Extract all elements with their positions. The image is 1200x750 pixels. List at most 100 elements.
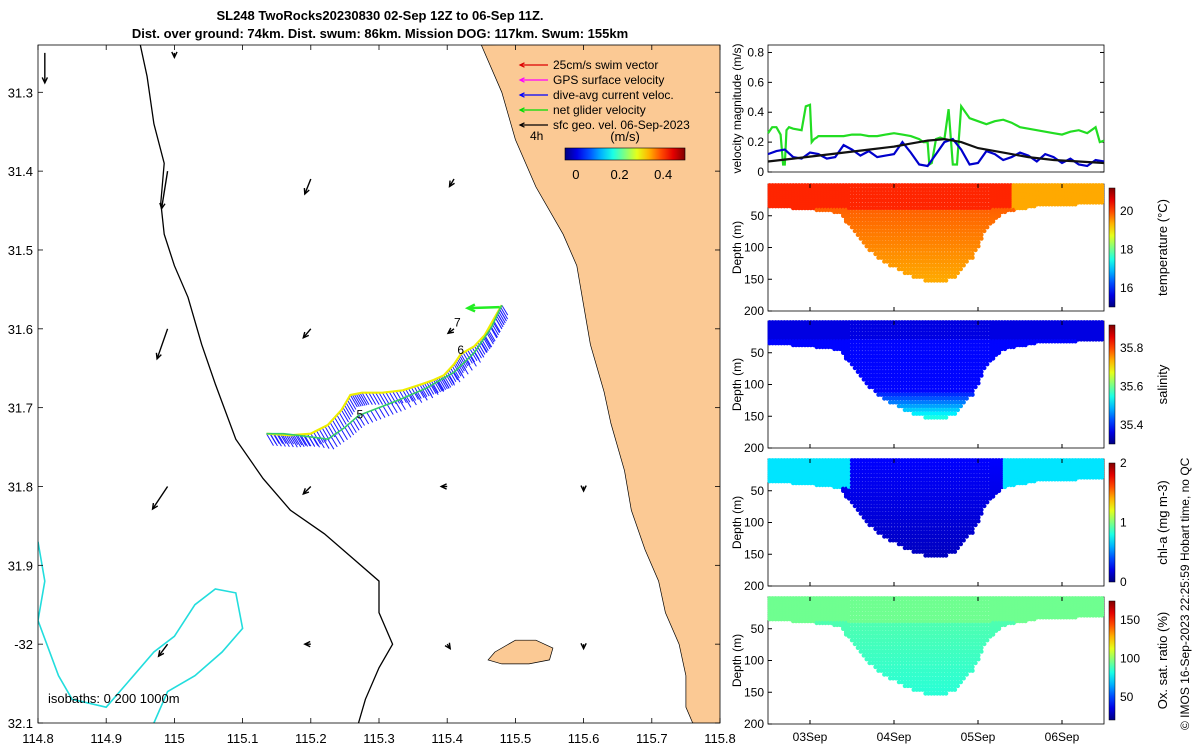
colorbar-tick-label: 0 (572, 167, 579, 182)
dive-current-vector (337, 431, 345, 443)
dive-current-vector (415, 392, 423, 403)
dive-current-vector (303, 435, 311, 447)
dive-current-vector (428, 381, 437, 394)
dive-current-vector (341, 409, 349, 423)
profile-dot (952, 411, 958, 416)
map-x-tick-label: 115.1 (227, 731, 259, 746)
dive-current-vector (462, 352, 471, 365)
profile-dot (976, 377, 981, 382)
profile-dot (976, 244, 981, 249)
dive-current-vector (296, 434, 305, 447)
geo-vector-11-head (580, 485, 587, 493)
day-label-7: 7 (454, 315, 461, 329)
geo-vector-8-head (151, 502, 159, 511)
dive-current-vector (442, 378, 450, 389)
dive-current-vector (374, 408, 382, 420)
profile-colorbar-tick-label: 35.4 (1120, 418, 1144, 432)
legend-time-label: 4h (530, 129, 543, 143)
depth-tick-label: 200 (744, 441, 764, 455)
dive-current-vector (495, 314, 504, 328)
dive-current-vector (349, 422, 357, 433)
profile-dot (990, 219, 996, 224)
dive-current-vector (459, 355, 468, 369)
geo-vector-2-head (159, 202, 166, 211)
dive-current-vector (433, 379, 441, 393)
dive-current-vector (477, 347, 485, 358)
dive-current-vector (465, 360, 473, 371)
day-label-5: 5 (356, 408, 363, 422)
profile-dot (979, 236, 984, 241)
dive-current-vector (386, 404, 394, 415)
geo-vector-2 (160, 171, 169, 209)
dive-current-vector (358, 415, 365, 426)
profile-colorbar-tick-label: 35.6 (1120, 379, 1144, 393)
dive-current-vector (378, 407, 386, 418)
velocity-y-tick-label: 0.8 (747, 45, 764, 59)
profile-dot (976, 240, 981, 245)
profile-dot (996, 350, 1002, 355)
dive-current-vector (364, 392, 373, 405)
geo-vector-3 (304, 178, 312, 195)
velocity-series-1 (767, 137, 1105, 168)
dive-current-vector (399, 390, 407, 403)
dive-current-vector (419, 384, 428, 398)
map-y-tick-label: 31.4 (8, 164, 33, 179)
geo-vector-14-head (444, 642, 452, 651)
map-x-tick-label: 115.8 (704, 731, 736, 746)
dive-current-vector (493, 322, 501, 334)
dive-current-vector (453, 364, 462, 377)
map-x-tick-label: 114.9 (90, 731, 122, 746)
depth-tick-label: 50 (751, 346, 765, 360)
dive-current-vector (281, 434, 290, 447)
colorbar-tick-label: 0.2 (611, 167, 629, 182)
dive-current-vector (460, 353, 469, 367)
dive-current-vector (448, 375, 455, 386)
dive-current-vector (487, 332, 495, 343)
dive-current-vector (381, 392, 390, 405)
geo-vector-10-head (439, 483, 447, 490)
velocity-y-tick-label: 0.4 (747, 105, 764, 119)
geo-vector-5-head (155, 352, 162, 361)
velocity-y-axis-label: velocity magnitude (m/s) (730, 43, 744, 173)
net-glider-velocity-arrow-head (464, 303, 476, 313)
map-y-tick-label: 31.8 (8, 479, 33, 494)
dive-current-vector (474, 345, 482, 359)
dive-current-vector (448, 369, 457, 383)
dive-current-vector (349, 394, 358, 408)
figure-title-line2: Dist. over ground: 74km. Dist. swum: 86k… (131, 26, 629, 41)
figure-title-line1: SL248 TwoRocks20230830 02-Sep 12Z to 06-… (216, 8, 544, 23)
dive-current-vector (322, 438, 330, 449)
dive-current-vector (501, 304, 509, 316)
dive-current-vector (382, 405, 390, 417)
geo-vector-8 (151, 486, 169, 510)
profile-dot (979, 369, 984, 374)
profile-dot (982, 365, 987, 371)
dive-current-vector (420, 390, 428, 401)
profile-colorbar-label: salinity (1155, 364, 1170, 404)
dive-current-vector (366, 412, 374, 423)
dive-current-vector (497, 310, 506, 324)
dive-current-vector (457, 367, 465, 379)
profile-dot (985, 225, 990, 230)
dive-current-vector (313, 437, 320, 448)
dive-current-vector (368, 392, 377, 405)
profile-dot (970, 255, 975, 260)
dive-current-vector (344, 404, 352, 418)
dive-current-vector (353, 393, 362, 407)
dive-current-vector (404, 397, 412, 408)
dive-current-vector (357, 393, 366, 406)
dive-current-vector (331, 419, 340, 433)
dive-current-vector (394, 401, 402, 412)
profile-dot (1099, 200, 1105, 205)
dive-current-vector (269, 433, 277, 444)
velocity-axes (767, 44, 1105, 173)
map-x-tick-label: 115.5 (500, 731, 532, 746)
dive-current-vector (317, 437, 325, 449)
dive-current-vector (330, 436, 338, 448)
profile-dot (958, 403, 963, 409)
dive-current-vector (392, 391, 401, 404)
depth-tick-label: 100 (744, 241, 764, 255)
dive-current-vector (497, 313, 505, 325)
